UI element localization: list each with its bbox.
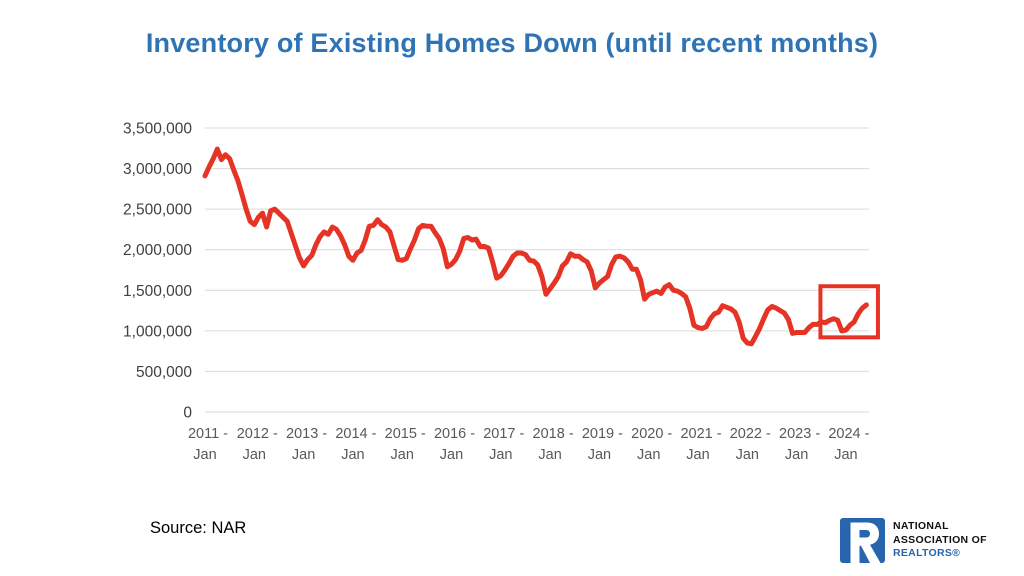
y-tick-label: 2,000,000 xyxy=(123,242,192,259)
x-tick-month: Jan xyxy=(391,447,414,463)
x-tick-month: Jan xyxy=(440,447,463,463)
y-tick-label: 0 xyxy=(183,405,192,422)
x-tick-month: Jan xyxy=(341,447,364,463)
x-tick-year: 2013 - xyxy=(286,426,327,442)
x-tick-year: 2017 - xyxy=(483,426,524,442)
gridlines xyxy=(205,127,869,413)
x-tick-year: 2016 - xyxy=(434,426,475,442)
logo-line-1: NATIONAL xyxy=(893,520,949,533)
x-tick-month: Jan xyxy=(588,447,611,463)
x-tick-year: 2022 - xyxy=(730,426,771,442)
x-axis-labels: 2011 - Jan 2012 - Jan 2013 - Jan 2014 - Jan 2015… xyxy=(188,426,870,463)
nar-logo: NATIONAL ASSOCIATION OF REALTORS® xyxy=(840,518,987,563)
x-tick-month: Jan xyxy=(538,447,561,463)
x-tick-year: 2018 - xyxy=(533,426,574,442)
x-tick-month: Jan xyxy=(834,447,857,463)
x-tick-month: Jan xyxy=(292,447,315,463)
realtor-r-icon xyxy=(840,518,885,563)
x-tick-year: 2024 - xyxy=(828,426,869,442)
x-tick-year: 2015 - xyxy=(385,426,426,442)
x-tick-year: 2012 - xyxy=(237,426,278,442)
nar-logo-text: NATIONAL ASSOCIATION OF REALTORS® xyxy=(893,520,987,560)
source-text: Source: NAR xyxy=(150,519,247,537)
logo-line-3: REALTORS® xyxy=(893,547,961,560)
x-tick-year: 2021 - xyxy=(680,426,721,442)
x-tick-month: Jan xyxy=(243,447,266,463)
x-tick-year: 2023 - xyxy=(779,426,820,442)
inventory-series-line xyxy=(202,146,869,347)
x-tick-month: Jan xyxy=(637,447,660,463)
x-tick-year: 2020 - xyxy=(631,426,672,442)
y-axis-labels: 0 500,000 1,000,000 1,500,000 2,000,000 2,500… xyxy=(123,121,192,422)
y-tick-label: 3,000,000 xyxy=(123,161,192,178)
y-tick-label: 1,500,000 xyxy=(123,283,192,300)
y-tick-label: 3,500,000 xyxy=(123,121,192,138)
y-tick-label: 1,000,000 xyxy=(123,323,192,340)
page-title: Inventory of Existing Homes Down (until … xyxy=(145,28,879,58)
x-tick-month: Jan xyxy=(489,447,512,463)
y-tick-label: 500,000 xyxy=(136,364,192,381)
x-tick-month: Jan xyxy=(736,447,759,463)
x-tick-year: 2019 - xyxy=(582,426,623,442)
y-tick-label: 2,500,000 xyxy=(123,202,192,219)
x-tick-year: 2011 - xyxy=(188,426,228,442)
x-tick-month: Jan xyxy=(785,447,808,463)
x-tick-month: Jan xyxy=(686,447,709,463)
recent-months-highlight-box xyxy=(818,284,880,340)
x-tick-year: 2014 - xyxy=(335,426,376,442)
logo-line-2: ASSOCIATION OF xyxy=(893,533,987,546)
x-tick-month: Jan xyxy=(193,447,216,463)
